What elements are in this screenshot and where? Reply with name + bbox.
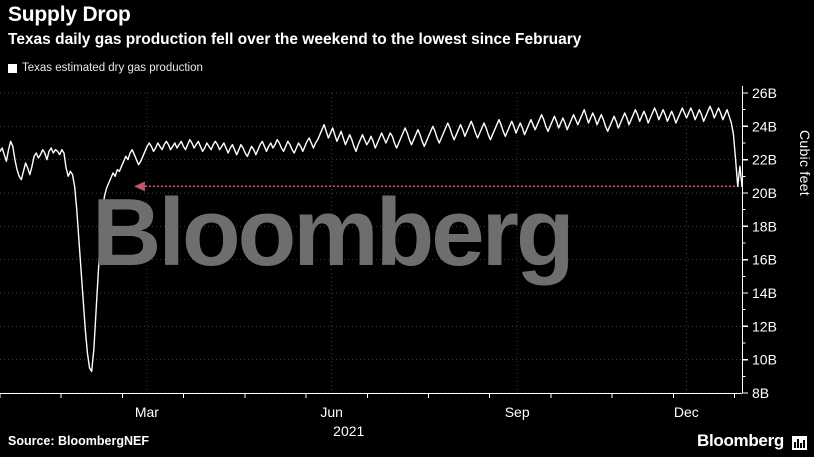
- y-tick-label: 26B: [752, 85, 777, 101]
- y-tick-label: 22B: [752, 152, 777, 168]
- legend-swatch-icon: [8, 64, 17, 73]
- y-tick-label: 16B: [752, 252, 777, 268]
- y-axis-tick-labels: 8B 10B 12B 14B 16B 18B 20B 22B 24B 26B: [752, 85, 777, 401]
- x-tick-label: Mar: [134, 404, 159, 420]
- y-tick-label: 12B: [752, 318, 777, 334]
- bloomberg-terminal-icon: [792, 436, 807, 450]
- page-title: Supply Drop: [8, 3, 131, 26]
- x-tick-label: Jun: [320, 404, 343, 420]
- chart-footer: Source: BloombergNEF Bloomberg: [0, 429, 814, 457]
- legend-item-label: Texas estimated dry gas production: [22, 62, 203, 74]
- x-tick-label: Dec: [673, 404, 699, 420]
- bloomberg-brand-label: Bloomberg: [696, 431, 784, 450]
- x-axis: [0, 393, 742, 398]
- chart-subtitle: Texas daily gas production fell over the…: [8, 31, 582, 48]
- line-chart-svg: 8B 10B 12B 14B 16B 18B 20B 22B 24B 26B: [0, 85, 777, 401]
- y-axis: [742, 86, 748, 394]
- y-tick-label: 20B: [752, 185, 777, 201]
- plot-area: 8B 10B 12B 14B 16B 18B 20B 22B 24B 26B: [0, 80, 814, 402]
- y-tick-label: 10B: [752, 352, 777, 368]
- reference-line: [133, 181, 742, 192]
- y-tick-label: 18B: [752, 218, 777, 234]
- x-axis-title: 2021: [333, 423, 365, 439]
- chart-header: Supply Drop Texas daily gas production f…: [8, 2, 808, 50]
- x-tick-label: Sep: [504, 404, 530, 420]
- x-axis-tick-labels: Mar Jun Sep Dec: [0, 404, 742, 424]
- y-tick-label: 8B: [752, 385, 769, 401]
- source-label: Source: BloombergNEF: [8, 434, 149, 448]
- y-tick-label: 14B: [752, 285, 777, 301]
- chart-legend: Texas estimated dry gas production: [8, 62, 203, 75]
- y-axis-title: Cubic feet: [797, 129, 813, 196]
- series-line-texas-gas: [0, 105, 743, 373]
- vertical-gridlines: [146, 93, 687, 393]
- y-tick-label: 24B: [752, 118, 777, 134]
